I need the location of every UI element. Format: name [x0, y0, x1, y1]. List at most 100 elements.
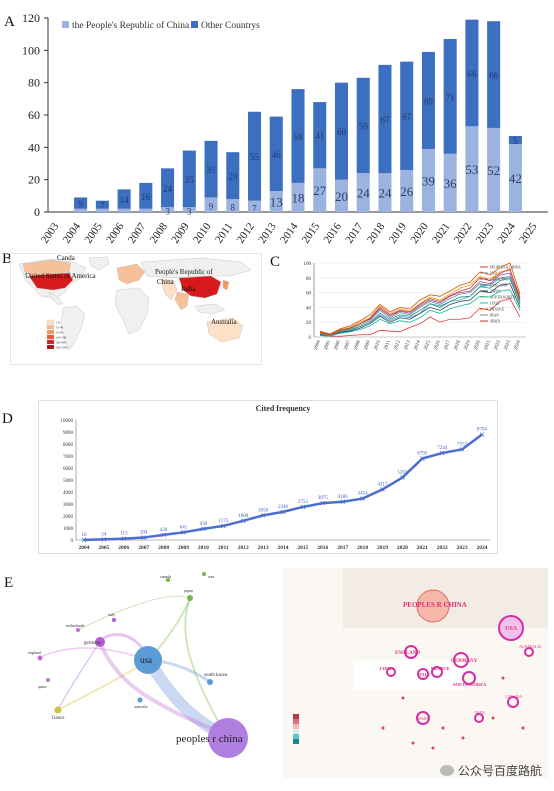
chart-a-label-other: 7 [100, 201, 105, 211]
chart-a-label-other: 60 [337, 127, 347, 137]
chart-a-bar-china [204, 197, 218, 212]
chart-a-legend-label-other: Other Countrys [201, 21, 260, 31]
chart-a-bar-other [95, 200, 109, 209]
chart-d-point [380, 487, 385, 492]
chart-a-label-other: 14 [120, 195, 130, 205]
network-label-canada: canada [160, 574, 171, 579]
chart-a-bar-other [421, 51, 435, 149]
chart-d-value-label: 1173 [218, 519, 228, 524]
chart-a-label-china: 24 [357, 186, 371, 201]
chart-a-bar-china [117, 208, 131, 212]
chart-d-xtick-label: 2009 [178, 545, 189, 551]
chart-d-point [161, 532, 166, 538]
chart-a-bar-china [400, 169, 414, 212]
chart-c-xtick-label: 2024 [514, 340, 522, 352]
chart-a-xtick-label: 2005 [82, 220, 105, 245]
chart-d-xtick-label: 2024 [477, 545, 488, 551]
overlay-node-australia [524, 647, 534, 657]
chart-c-ytick-label: 0 [309, 336, 312, 341]
chart-a-label-other: 16 [141, 192, 151, 202]
chart-d-value-label: 5201 [397, 471, 408, 476]
chart-d-value-label: 3186 [338, 495, 349, 500]
chart-c-xtick-label: 2012 [394, 340, 402, 352]
chart-c-series-line [319, 262, 521, 335]
chart-d-value-label: 2050 [258, 508, 269, 513]
network-label-japan: japan [183, 588, 193, 593]
overlay-label-china: PEOPLES R CHINA [403, 601, 467, 609]
node-south-korea [207, 679, 213, 685]
network-label-germany: germany [84, 641, 102, 646]
chart-a-legend-label-china: the People's Republic of China [72, 20, 190, 31]
overlay-scale-swatch [293, 714, 299, 719]
chart-a-bar-other [182, 150, 196, 208]
chart-a-label-china: 36 [444, 176, 458, 191]
chart-c-legend-label: PEOPLES R CHINA [490, 266, 521, 270]
chart-c-xtick-label: 2005 [324, 340, 332, 352]
overlay-color-scale [293, 714, 299, 744]
chart-a-xtick-label: 2023 [474, 220, 497, 245]
node-usa [134, 646, 162, 674]
overlay-node-canada [507, 696, 519, 708]
chart-a-xtick-label: 2020 [408, 220, 431, 245]
chart-a-bar-other [117, 189, 131, 209]
map-legend-label: 500-1000 [56, 346, 68, 350]
node-australia [137, 697, 143, 703]
chart-d-value-label: 204 [140, 531, 148, 536]
chart-c-xtick-label: 2007 [344, 340, 352, 352]
chart-a-label-other: 60 [424, 96, 434, 106]
chart-d-xtick-label: 2005 [98, 545, 109, 551]
map-legend-label: 100-199 [56, 336, 66, 340]
chart-a-label-china: 8 [231, 203, 236, 213]
chart-a-bar-other [356, 77, 370, 174]
chart-d-ytick-label: 4000 [63, 491, 74, 496]
chart-a-xtick-label: 2021 [430, 221, 452, 246]
chart-d-xtick-label: 2022 [437, 545, 448, 551]
chart-c-series-line [319, 298, 521, 337]
network-label-south-korea: south korea [204, 673, 228, 678]
network-label-france: france [52, 716, 65, 721]
chart-a-ytick-label: 60 [28, 108, 40, 122]
chart-c-xtick-label: 2006 [334, 340, 342, 352]
chart-a-label-china: 39 [422, 173, 435, 188]
chart-d-value-label: 7553 [457, 442, 468, 447]
network-panel: usa peoples r china germany south korea … [18, 570, 273, 770]
chart-d-point [360, 496, 365, 501]
chart-a-legend-swatch-china [62, 21, 69, 28]
watermark-text: 公众号百度路航 [457, 764, 542, 778]
chart-d-value-label: 2753 [298, 500, 309, 505]
node-canada [166, 578, 170, 582]
overlay-label-germany: GERMANY [451, 659, 478, 664]
chart-c-legend-label: ENGLAND [490, 284, 508, 288]
map-legend-swatch [46, 339, 55, 345]
chart-a-bar-other [465, 19, 479, 127]
chart-a-label-china: 3 [187, 207, 192, 217]
chart-a-xtick-label: 2011 [213, 221, 235, 246]
map-legend-swatch [46, 324, 55, 330]
chart-a-bar-china [356, 173, 370, 212]
node-netherlands [76, 628, 80, 632]
chart-d-ytick-label: 5000 [63, 479, 74, 484]
chart-d-value-label: 428 [160, 528, 168, 533]
chart-c-xtick-label: 2013 [404, 340, 412, 352]
chart-d-ytick-label: 6000 [63, 467, 74, 472]
overlay-label-canada: CANADA [505, 694, 522, 699]
chart-c-legend-label: FRANCE [490, 308, 505, 312]
chart-d-point [400, 475, 405, 480]
map-legend-label: 10-49 [56, 326, 63, 330]
overlay-scale-swatch [293, 724, 299, 729]
chart-c-series-line [319, 269, 521, 336]
chart-a-label-other: 71 [446, 92, 455, 102]
chart-a-label-other: 9 [78, 199, 83, 209]
chart-c-xtick-label: 2014 [414, 340, 422, 352]
chart-a-bar-other [291, 89, 305, 183]
chart-a-legend: the People's Republic of China Other Coun… [62, 20, 260, 31]
chart-d-value-label: 4217 [378, 482, 389, 487]
panel-letter-c: C [270, 254, 281, 270]
overlay-node-japan [386, 667, 396, 677]
chart-a-bar-other [334, 82, 348, 180]
chart-d-value-label: 113 [120, 532, 128, 537]
chart-c-legend-label: SOUTH KOREA [490, 296, 516, 300]
chart-d-point [479, 432, 485, 437]
chart-d-ytick-label: 0 [71, 539, 74, 544]
map-label-china-1: People's Republic of [155, 268, 213, 276]
